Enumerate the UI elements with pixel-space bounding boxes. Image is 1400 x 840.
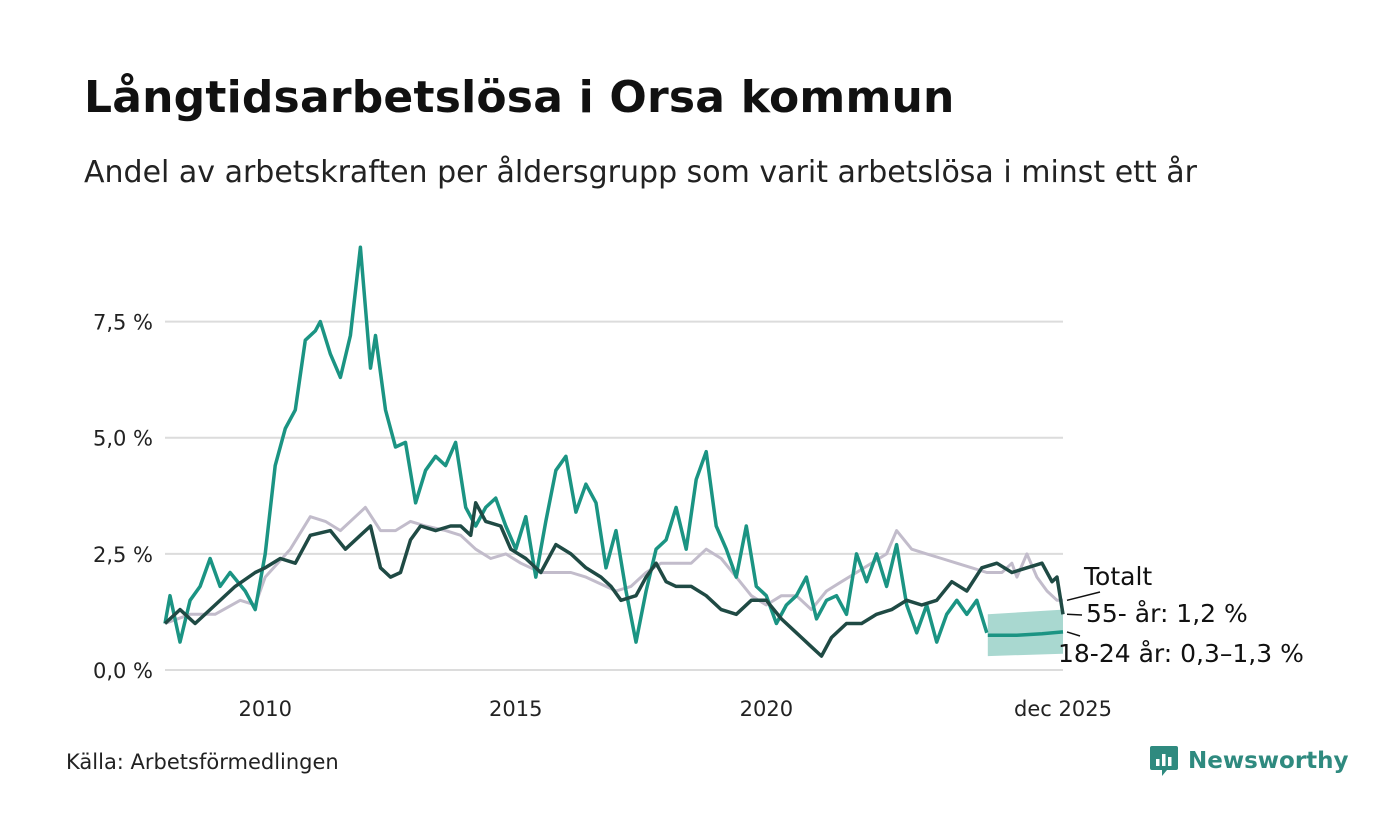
y-tick-label: 2,5 % <box>93 543 153 567</box>
series-line-total <box>164 505 1063 625</box>
y-tick-label: 5,0 % <box>93 427 153 451</box>
page-subtitle: Andel av arbetskraften per åldersgrupp s… <box>84 155 1197 190</box>
estimate-band-group <box>987 609 1063 657</box>
x-tick-label: 2020 <box>740 697 793 721</box>
source-note: Källa: Arbetsförmedlingen <box>66 750 339 774</box>
grid-lines <box>165 320 1063 671</box>
x-tick-label: 2015 <box>489 697 542 721</box>
leader-line-youth <box>1066 631 1081 637</box>
newsworthy-logo-icon <box>1150 746 1178 776</box>
x-tick-label: dec 2025 <box>1014 697 1112 721</box>
series-group <box>163 245 1065 658</box>
series-line-older <box>163 501 1065 658</box>
leader-line-older <box>1066 613 1083 616</box>
estimate-band <box>987 609 1063 657</box>
brand-logo[interactable]: Newsworthy <box>1149 744 1349 778</box>
series-line-youth <box>163 245 989 644</box>
leader-line-total <box>1066 591 1101 602</box>
brand-name: Newsworthy <box>1188 748 1349 774</box>
page-title: Långtidsarbetslösa i Orsa kommun <box>84 72 955 123</box>
end-labels: Totalt 55- år: 1,2 % 18-24 år: 0,3–1,3 % <box>1058 562 1304 668</box>
y-axis-ticks: 0,0 % 2,5 % 5,0 % 7,5 % <box>93 311 153 683</box>
end-label-total: Totalt <box>1083 562 1152 591</box>
end-label-older: 55- år: 1,2 % <box>1086 599 1248 628</box>
end-label-youth: 18-24 år: 0,3–1,3 % <box>1058 639 1304 668</box>
y-tick-label: 0,0 % <box>93 659 153 683</box>
x-axis-ticks: 2010 2015 2020 dec 2025 <box>238 697 1111 721</box>
y-tick-label: 7,5 % <box>93 311 153 335</box>
x-tick-label: 2010 <box>238 697 291 721</box>
series-line-youth-estimate <box>987 630 1064 637</box>
